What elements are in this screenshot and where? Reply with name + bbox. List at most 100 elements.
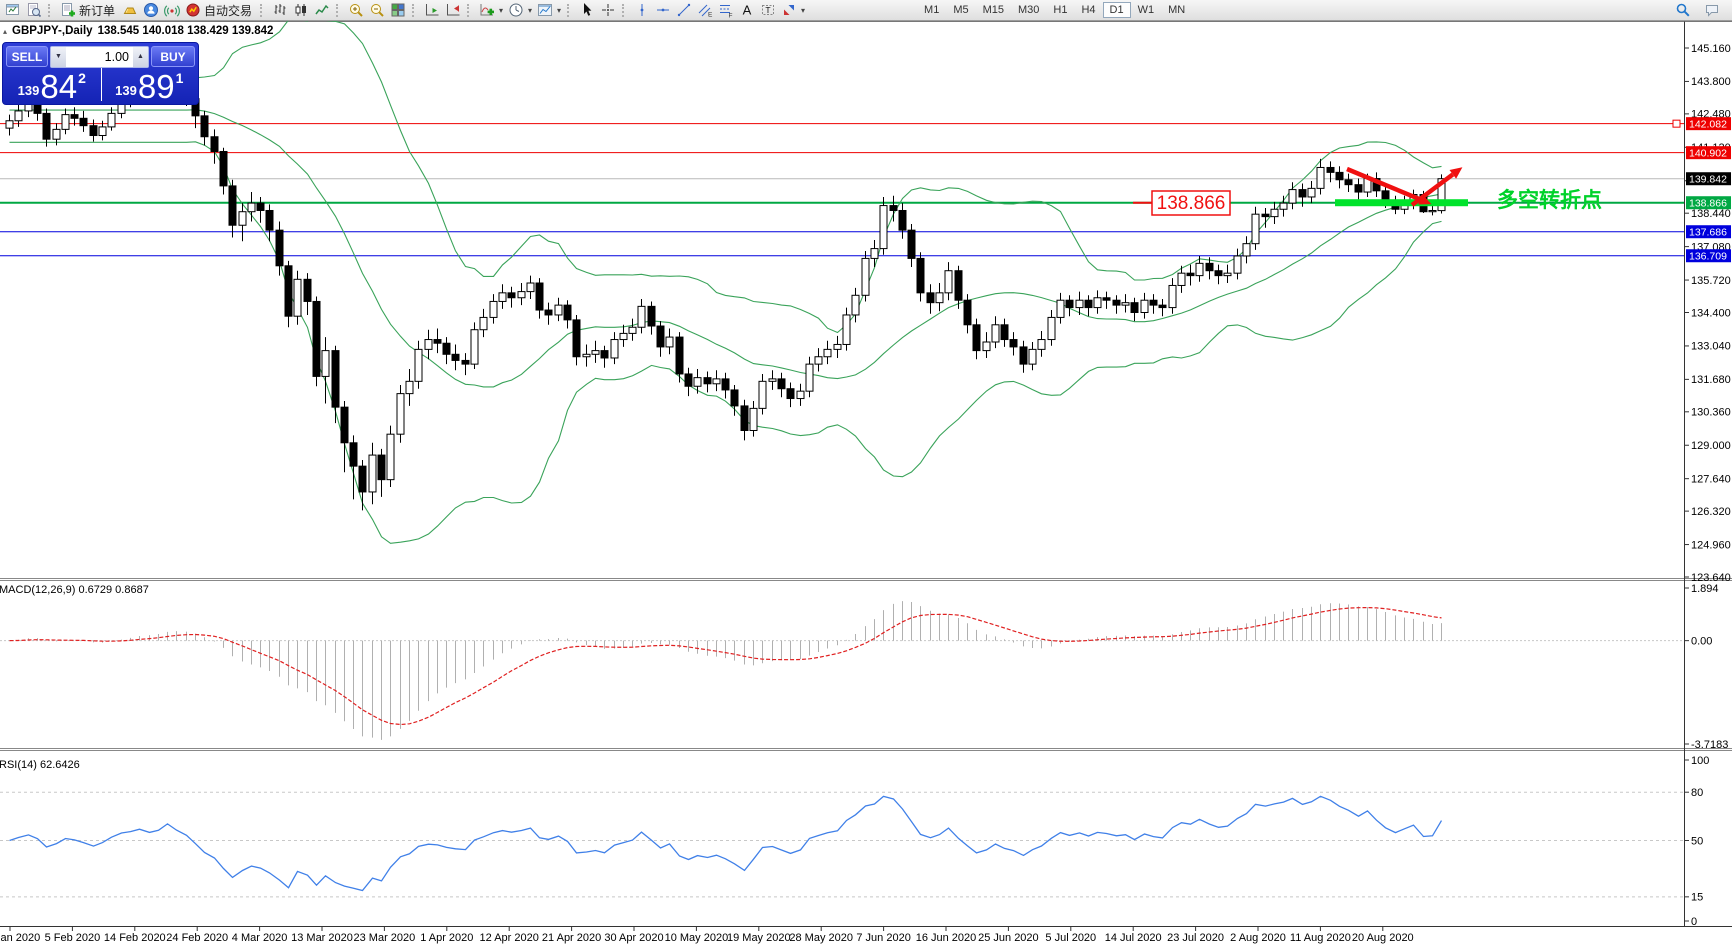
fibonacci-tool-icon[interactable]: F <box>715 1 736 19</box>
templates-icon[interactable] <box>534 1 555 19</box>
arrows-dropdown-icon[interactable]: ▾ <box>801 5 806 15</box>
candle <box>340 406 349 444</box>
search-icon[interactable] <box>1672 1 1693 19</box>
candle <box>238 211 247 226</box>
cursor-icon[interactable] <box>576 1 597 19</box>
vertical-line-tool-icon[interactable] <box>631 1 652 19</box>
chart-shift-icon[interactable] <box>442 1 463 19</box>
periods-icon[interactable] <box>505 1 526 19</box>
indicators-icon[interactable] <box>476 1 497 19</box>
buy-price-display[interactable]: 139 89 1 <box>101 68 199 104</box>
candle <box>79 117 88 127</box>
new-chart-icon[interactable] <box>2 1 23 19</box>
candle <box>107 112 116 128</box>
indicators-dropdown-icon[interactable]: ▾ <box>499 5 504 15</box>
sell-price-display[interactable]: 139 84 2 <box>3 68 101 104</box>
volume-decrease-button[interactable]: ▼ <box>51 46 66 67</box>
periods-dropdown-icon[interactable]: ▾ <box>528 5 533 15</box>
trendline-tool-icon[interactable] <box>673 1 694 19</box>
profiles-icon[interactable] <box>23 1 44 19</box>
arrows-tool-icon[interactable] <box>778 1 799 19</box>
new-order-button[interactable]: 新订单 <box>79 3 116 18</box>
timeframe-M15[interactable]: M15 <box>982 4 1004 16</box>
equidistant-channel-tool-icon[interactable]: E <box>694 1 715 19</box>
timeframe-H1[interactable]: H1 <box>1053 4 1068 16</box>
chat-icon[interactable] <box>1701 1 1722 19</box>
candle <box>1270 208 1279 218</box>
autotrading-button[interactable]: 自动交易 <box>204 3 253 18</box>
svg-text:20 Aug 2020: 20 Aug 2020 <box>1352 932 1414 944</box>
timeframe-M1[interactable]: M1 <box>924 4 940 16</box>
candle <box>1140 299 1149 314</box>
text-tool-icon[interactable]: A <box>736 1 757 19</box>
candle <box>489 300 498 318</box>
community-icon[interactable] <box>140 1 161 19</box>
timeframe-M30[interactable]: M30 <box>1018 4 1040 16</box>
candle <box>1316 166 1325 189</box>
candle <box>1195 262 1204 277</box>
candle <box>684 373 693 387</box>
toolbar-grip <box>412 3 417 17</box>
svg-text:135.720: 135.720 <box>1691 275 1731 287</box>
candle <box>926 292 935 304</box>
buy-button[interactable]: BUY <box>151 46 195 67</box>
svg-text:131.680: 131.680 <box>1691 374 1731 386</box>
volume-increase-button[interactable]: ▲ <box>133 46 148 67</box>
toolbar-grip <box>467 3 472 17</box>
volume-input[interactable]: 1.00 <box>104 49 129 64</box>
candle <box>1279 202 1288 210</box>
analysis-annotations[interactable]: 138.866 多空转折点 <box>1133 166 1602 216</box>
candle <box>358 465 367 493</box>
candle <box>442 342 451 355</box>
crosshair-icon[interactable] <box>597 1 618 19</box>
candle <box>349 442 358 467</box>
candle <box>935 292 944 304</box>
signals-icon[interactable] <box>161 1 182 19</box>
candle <box>768 378 777 382</box>
zoom-in-icon[interactable] <box>345 1 366 19</box>
market-icon[interactable] <box>119 1 140 19</box>
svg-text:23 Jul 2020: 23 Jul 2020 <box>1167 932 1224 944</box>
templates-dropdown-icon[interactable]: ▾ <box>557 5 562 15</box>
timeframe-D1[interactable]: D1 <box>1102 2 1131 18</box>
ohlc-values: 138.545 140.018 138.429 139.842 <box>97 25 274 37</box>
candle <box>1344 179 1353 186</box>
new-order-icon[interactable] <box>57 1 78 19</box>
candle <box>247 202 256 213</box>
horizontal-line-tool-icon[interactable] <box>652 1 673 19</box>
svg-text:21 Apr 2020: 21 Apr 2020 <box>542 932 601 944</box>
svg-text:129.000: 129.000 <box>1691 440 1731 452</box>
timeframe-H4[interactable]: H4 <box>1081 4 1096 16</box>
svg-text:-3.7183: -3.7183 <box>1691 739 1728 751</box>
candle <box>200 115 209 138</box>
bar-chart-type-icon[interactable] <box>269 1 290 19</box>
toolbar-right-group <box>1672 1 1722 19</box>
candle <box>1009 339 1018 348</box>
candle <box>1121 302 1130 306</box>
candle <box>1214 270 1223 277</box>
chart-title: ▴ GBPJPY-,Daily 138.545 140.018 138.429 … <box>3 25 273 37</box>
autotrading-icon[interactable] <box>182 1 203 19</box>
svg-text:F: F <box>728 13 732 19</box>
timeframe-MN[interactable]: MN <box>1168 4 1186 16</box>
candlesticks <box>5 67 1446 511</box>
candle <box>1298 189 1307 198</box>
auto-scroll-icon[interactable] <box>421 1 442 19</box>
candle <box>14 110 23 122</box>
price-scale[interactable]: 145.160143.800142.480141.120139.760138.4… <box>1684 43 1732 584</box>
timeframe-M5[interactable]: M5 <box>953 4 969 16</box>
zoom-out-icon[interactable] <box>366 1 387 19</box>
candle <box>89 125 98 137</box>
tile-windows-icon[interactable] <box>387 1 408 19</box>
line-chart-type-icon[interactable] <box>311 1 332 19</box>
svg-text:133.040: 133.040 <box>1691 341 1731 353</box>
sell-button[interactable]: SELL <box>6 46 48 67</box>
timeframe-W1[interactable]: W1 <box>1137 4 1155 16</box>
candlestick-chart-type-icon[interactable] <box>290 1 311 19</box>
svg-text:1 Apr 2020: 1 Apr 2020 <box>420 932 473 944</box>
svg-text:137.686: 137.686 <box>1689 227 1727 239</box>
text-label-tool-icon[interactable]: T <box>757 1 778 19</box>
svg-text:19 May 2020: 19 May 2020 <box>727 932 791 944</box>
